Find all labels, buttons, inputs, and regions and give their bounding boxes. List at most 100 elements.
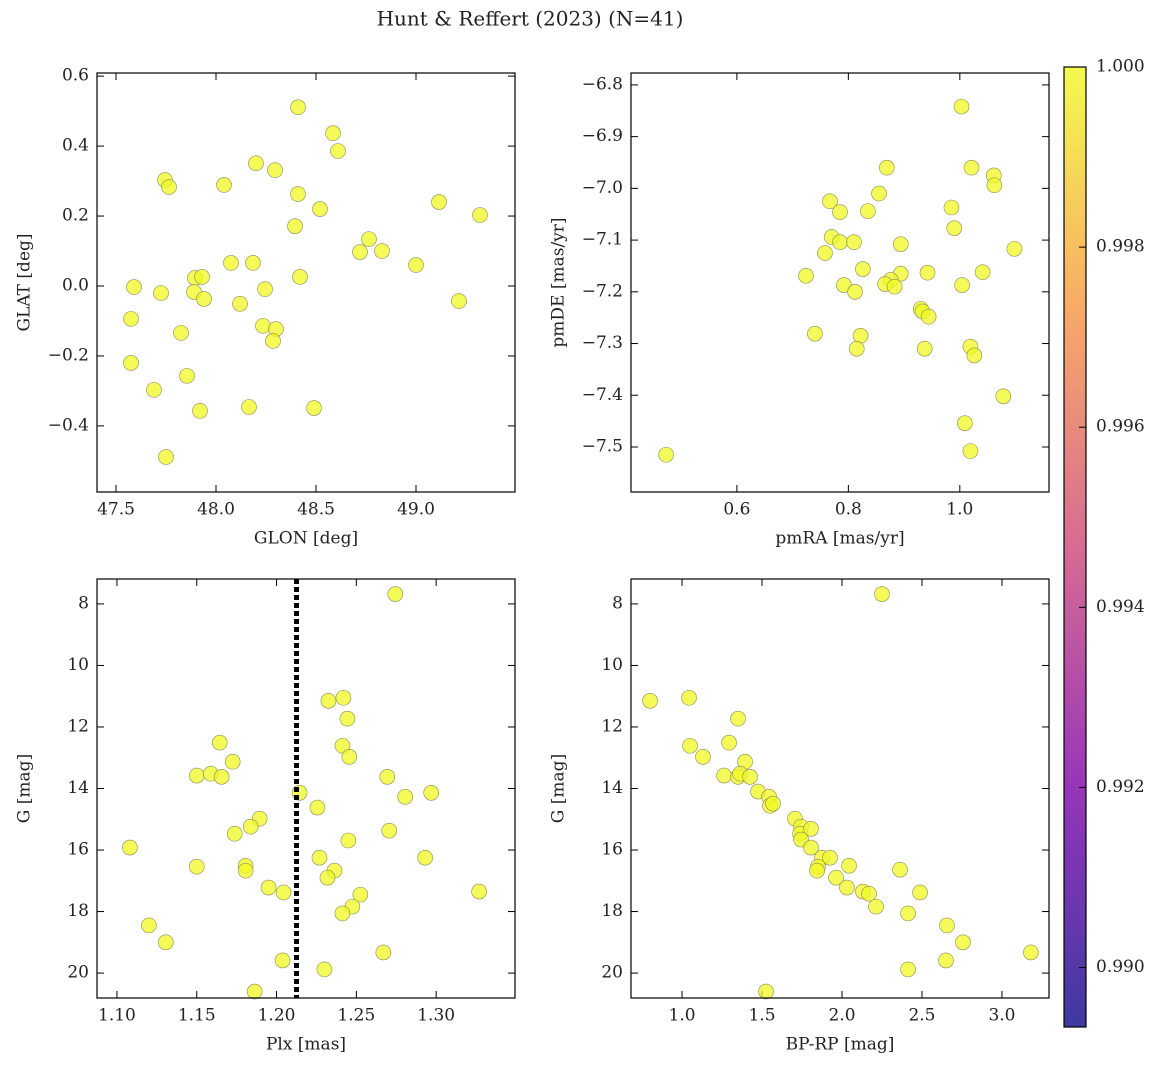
scatter-point [848, 340, 865, 357]
scatter-point [126, 279, 142, 295]
scatter-point [695, 749, 711, 765]
scatter-point [939, 917, 955, 934]
scatter-point [311, 849, 328, 866]
scatter-point [158, 449, 174, 465]
scatter-point [194, 269, 210, 285]
scatter-point [886, 278, 903, 295]
scatter-point [803, 839, 819, 856]
y-tick-label: 18 [67, 901, 89, 921]
scatter-point [290, 186, 306, 202]
scatter-point [919, 264, 936, 281]
scatter-point [847, 284, 863, 300]
y-axis-label: G [mag] [15, 754, 35, 823]
y-tick-label: 8 [612, 593, 623, 613]
x-tick-label: 48.5 [297, 500, 335, 520]
scatter-point [153, 285, 169, 301]
colorbar [1063, 66, 1087, 1028]
scatter-point [325, 125, 341, 141]
colorbar-tick-label: 1.000 [1096, 57, 1145, 77]
scatter-point [141, 917, 157, 934]
scatter-point [242, 818, 259, 835]
scatter-point [248, 155, 264, 172]
scatter-point [274, 952, 291, 969]
scatter-point [822, 193, 838, 210]
scatter-point [957, 415, 973, 432]
scatter-point [841, 857, 857, 874]
x-tick-label: 2.0 [828, 1006, 855, 1026]
x-tick-label: 1.20 [258, 1006, 296, 1026]
y-tick-label: −7.5 [582, 436, 623, 456]
scatter-point [188, 858, 205, 875]
x-tick-label: 0.6 [723, 500, 750, 520]
y-tick-label: 0.0 [62, 275, 89, 295]
x-tick-label: 49.0 [397, 500, 435, 520]
scatter-point [943, 199, 960, 216]
x-axis-label: BP-RP [mag] [786, 1035, 895, 1055]
scatter-point [265, 333, 281, 349]
scatter-point [966, 347, 983, 364]
y-axis-label: GLAT [deg] [15, 233, 35, 331]
scatter-point [730, 710, 746, 727]
scatter-point [224, 753, 241, 770]
y-tick-label: −7.4 [582, 385, 623, 405]
y-axis-label: pmDE [mas/yr] [549, 217, 569, 347]
scatter-point [682, 737, 698, 754]
scatter-point [232, 296, 248, 312]
y-tick-label: 0.6 [62, 66, 89, 86]
axes-frame [630, 578, 1050, 999]
scatter-point [832, 204, 848, 220]
scatter-point [962, 443, 979, 459]
scatter-point [879, 159, 895, 176]
scatter-point [241, 399, 257, 415]
scatter-point [320, 693, 337, 709]
scatter-point [995, 388, 1012, 405]
scatter-point [986, 177, 1003, 194]
scatter-point [828, 869, 844, 886]
scatter-point [361, 231, 377, 247]
scatter-point [855, 261, 871, 277]
y-tick-label: 12 [67, 716, 89, 736]
x-axis-label: Plx [mas] [266, 1035, 346, 1055]
scatter-point [290, 99, 306, 116]
scatter-point [817, 245, 833, 261]
scatter-point [716, 767, 732, 784]
scatter-point [912, 884, 928, 901]
scatter-point [374, 243, 390, 259]
scatter-point [892, 236, 909, 253]
scatter-point [471, 883, 487, 900]
scatter-point [245, 255, 261, 271]
scatter-point [758, 983, 774, 1000]
y-tick-label: −7.3 [582, 333, 623, 353]
x-tick-label: 1.0 [669, 1006, 696, 1026]
x-axis-label: GLON [deg] [254, 529, 358, 549]
scatter-point [213, 769, 230, 785]
scatter-point [916, 340, 933, 357]
scatter-point [340, 832, 357, 849]
scatter-point [798, 267, 814, 284]
scatter-point [339, 710, 356, 727]
scatter-point [319, 869, 336, 886]
scatter-point [431, 194, 447, 210]
scatter-point [954, 277, 970, 293]
scatter-point [871, 185, 887, 202]
scatter-point [953, 98, 970, 115]
scatter-point [681, 689, 697, 706]
scatter-point [123, 355, 139, 371]
y-tick-label: 0.2 [62, 206, 89, 226]
scatter-point [721, 734, 737, 751]
scatter-point [223, 255, 239, 271]
scatter-point [379, 769, 396, 785]
scatter-point [387, 586, 404, 602]
scatter-point [352, 886, 369, 903]
y-tick-label: −0.4 [48, 415, 89, 435]
colorbar-tick-label: 0.990 [1096, 957, 1145, 977]
x-tick-label: 1.30 [417, 1006, 455, 1026]
x-axis-label: pmRA [mas/yr] [775, 529, 904, 549]
scatter-point [900, 905, 916, 922]
x-tick-label: 2.5 [908, 1006, 935, 1026]
scatter-point [822, 849, 838, 866]
scatter-point [334, 905, 351, 922]
scatter-point [900, 961, 916, 978]
scatter-point [287, 218, 303, 234]
scatter-point [216, 177, 232, 193]
